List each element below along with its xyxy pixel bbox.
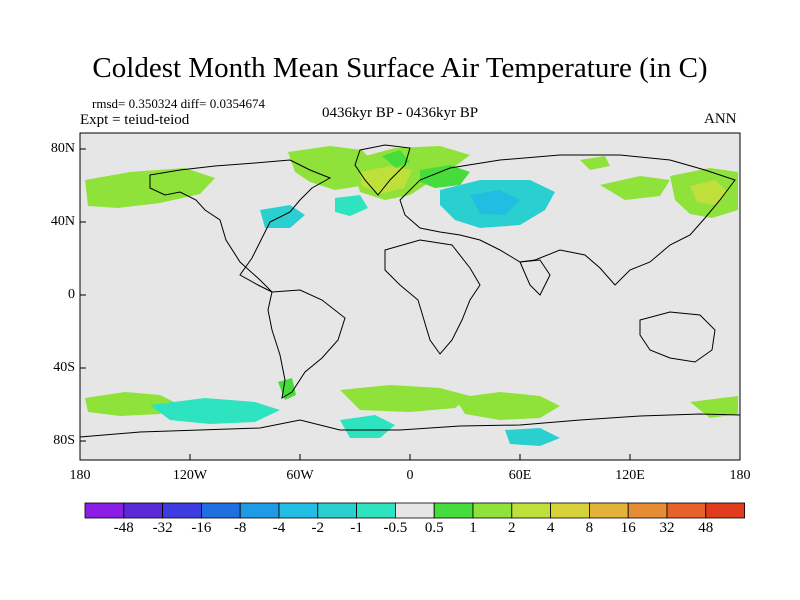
colorbar-swatch — [589, 502, 629, 519]
patch-southindian-green — [455, 392, 560, 420]
colorbar-swatch — [705, 502, 745, 519]
patch-antarctic-cyan — [505, 428, 560, 446]
lon-label-180w: 180 — [69, 468, 91, 483]
colorbar-label: 16 — [620, 520, 636, 536]
patch-eastsiberia-green — [600, 176, 670, 200]
lat-label-40s: 40S — [53, 360, 75, 375]
colorbar-swatch — [200, 502, 241, 519]
colorbar-label: 2 — [508, 520, 516, 536]
colorbar-swatch — [239, 502, 280, 519]
patch-patagonia-green — [278, 378, 296, 400]
lon-label-180e: 180 — [729, 468, 751, 483]
patch-europe-green — [420, 165, 470, 188]
patch-russia-blue — [470, 190, 520, 215]
colorbar-label: -2 — [311, 520, 325, 536]
patch-eastcanada-cyan — [260, 205, 305, 228]
lon-label-0: 0 — [406, 468, 414, 483]
lat-ticks — [80, 148, 86, 442]
lon-label-60e: 60E — [508, 468, 532, 483]
colorbar-label: 0.5 — [424, 520, 444, 536]
patch-southatlantic-green — [340, 385, 470, 412]
colorbar-label: 48 — [698, 520, 714, 536]
patch-atlantic-cyan — [335, 195, 368, 216]
coast-south-america — [267, 289, 346, 399]
colorbar-label: -32 — [152, 520, 173, 536]
coast-north-america — [149, 159, 332, 293]
colorbar-swatch — [317, 502, 357, 519]
colorbar-swatch — [278, 502, 319, 519]
patch-greenland-green — [382, 150, 410, 168]
colorbar-swatch — [123, 502, 164, 519]
colorbar-label: -48 — [113, 520, 134, 536]
patch-southatlantic-cyan — [340, 415, 395, 438]
stats-text: rmsd= 0.350324 diff= 0.0354674 — [92, 96, 265, 111]
coast-eurasia — [399, 154, 736, 286]
patch-siberia-green-small — [580, 156, 610, 170]
colorbar-swatch — [511, 502, 551, 519]
colorbar-label: 32 — [659, 520, 675, 536]
lon-label-120e: 120E — [615, 468, 645, 483]
colorbar-swatch — [666, 502, 707, 519]
patch-southpacific-east-green — [690, 396, 738, 418]
colorbar-swatch — [84, 502, 125, 519]
coastlines — [79, 144, 741, 438]
colorbar-label: -0.5 — [383, 520, 408, 536]
map-title: Coldest Month Mean Surface Air Temperatu… — [92, 52, 708, 84]
colorbar-swatch — [627, 502, 668, 519]
colorbar-swatch — [550, 502, 590, 519]
experiment-label: Expt = teiud-teiod — [80, 112, 190, 128]
patch-southpacific-cyan — [150, 398, 280, 424]
coast-africa — [384, 239, 481, 355]
colorbar-swatch — [433, 502, 474, 519]
patch-pacific-yellow — [690, 180, 728, 205]
colorbar-label: -16 — [191, 520, 212, 536]
lat-label-40n: 40N — [50, 214, 75, 229]
colorbar-label: 4 — [546, 520, 555, 536]
colorbar-swatch — [394, 502, 435, 519]
patch-northatlantic-yellow — [360, 166, 412, 194]
colorbar-label: -8 — [233, 520, 247, 536]
colorbar-swatch — [472, 502, 513, 519]
colorbar-swatch — [162, 502, 202, 519]
colorbar-label: 8 — [585, 520, 594, 536]
colorbar-label: 1 — [469, 520, 477, 536]
coast-india — [519, 259, 551, 296]
lon-label-120w: 120W — [172, 468, 208, 483]
coast-australia — [639, 311, 716, 363]
anomaly-patches — [85, 146, 738, 446]
patch-southpacific-green — [85, 392, 180, 416]
lat-label-0: 0 — [68, 287, 75, 302]
lat-label-80s: 80S — [53, 433, 75, 448]
season-label: ANN — [704, 111, 737, 127]
colorbar — [84, 502, 745, 519]
coast-antarctica — [79, 413, 741, 438]
colorbar-label: -1 — [350, 520, 363, 536]
coast-greenland — [354, 144, 411, 196]
lon-ticks — [79, 454, 741, 460]
colorbar-swatch — [356, 502, 396, 519]
colorbar-label: -4 — [272, 520, 286, 536]
lat-label-80n: 80N — [50, 141, 75, 156]
lon-label-60w: 60W — [286, 468, 314, 483]
period-label: 0436kyr BP - 0436kyr BP — [322, 105, 479, 121]
